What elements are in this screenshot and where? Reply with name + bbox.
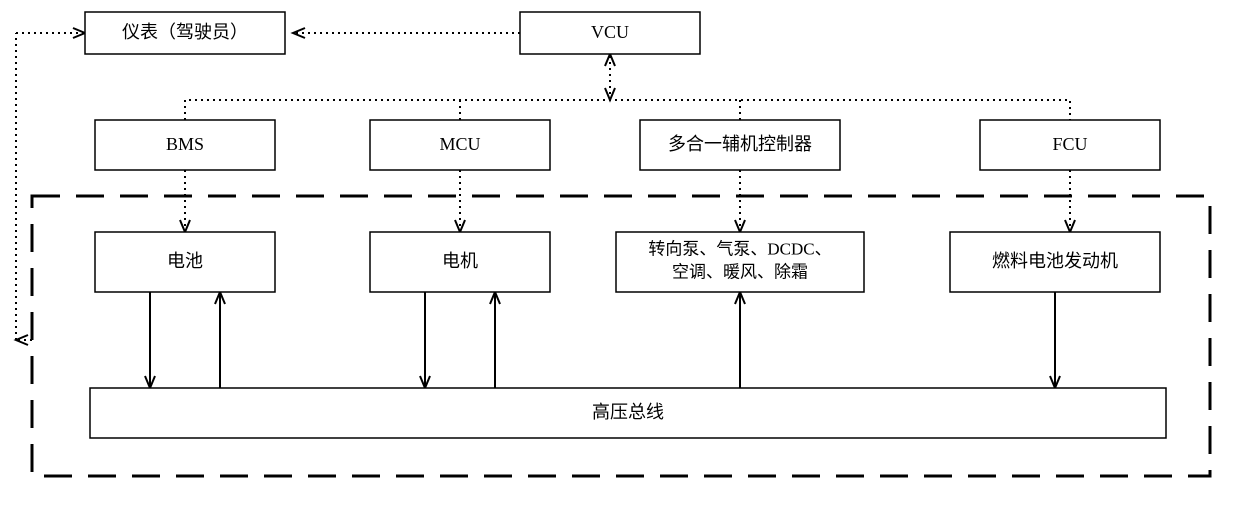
batt-to-hv-down [145,292,155,388]
node-fceng: 燃料电池发动机 [950,232,1160,292]
aux-to-acc [735,170,745,232]
dash-to-frame [16,28,85,38]
mcu-to-motor [455,170,465,232]
node-fcu-label: FCU [1052,134,1087,154]
node-dash: 仪表（驾驶员） [85,12,285,54]
bms-to-batt [180,170,190,232]
node-dash-label: 仪表（驾驶员） [122,22,248,42]
node-motor-label: 电机 [442,251,478,271]
node-fceng-label: 燃料电池发动机 [992,251,1118,271]
node-fcu: FCU [980,120,1160,170]
node-aux: 多合一辅机控制器 [640,120,840,170]
frame-to-dash-horz [16,335,32,345]
node-batt-label: 电池 [167,251,203,271]
hv-to-motor-up [490,292,500,388]
node-acc-line1: 空调、暖风、除霜 [672,262,808,281]
bms-mcu-aux-fcu-to-vcu [185,100,1070,120]
node-acc-line0: 转向泵、气泵、DCDC、 [648,239,831,258]
node-aux-label: 多合一辅机控制器 [668,134,812,154]
node-batt: 电池 [95,232,275,292]
node-hvbus: 高压总线 [90,388,1166,438]
node-vcu-label: VCU [591,22,629,42]
node-acc: 转向泵、气泵、DCDC、空调、暖风、除霜 [616,232,864,292]
fceng-to-hv-down [1050,292,1060,388]
node-bms-label: BMS [166,134,204,154]
node-bms: BMS [95,120,275,170]
fcu-to-fceng [1065,170,1075,232]
node-mcu-label: MCU [439,134,480,154]
hv-to-acc-up [735,292,745,388]
node-hvbus-label: 高压总线 [592,402,664,422]
node-vcu: VCU [520,12,700,54]
node-motor: 电机 [370,232,550,292]
node-mcu: MCU [370,120,550,170]
bus-mid-to-vcu [605,54,615,100]
motor-to-hv-down [420,292,430,388]
vcu-to-dash [293,28,520,38]
hv-to-batt-up [215,292,225,388]
